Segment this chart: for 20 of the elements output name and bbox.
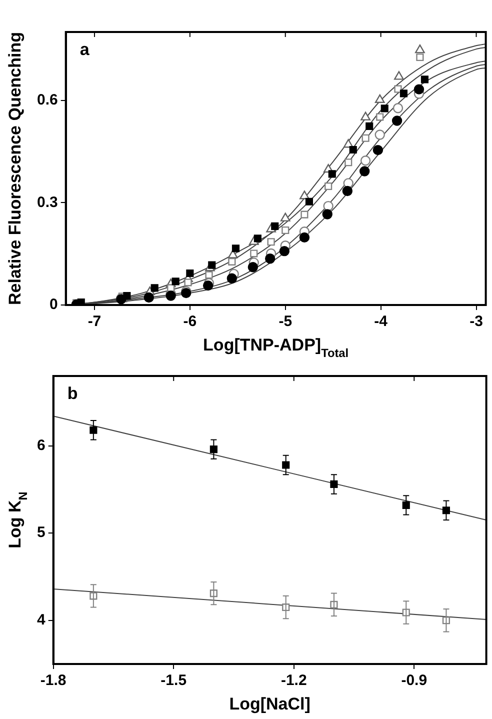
y-tick-label: 0.6 bbox=[36, 91, 58, 108]
y-tick-label: 0.3 bbox=[36, 194, 58, 211]
x-tick-label: -1.2 bbox=[280, 672, 307, 690]
x-tick-label: -0.9 bbox=[401, 672, 428, 690]
annotation: a bbox=[80, 40, 90, 60]
x-tick-label: -7 bbox=[88, 313, 102, 330]
x-tick-label: -5 bbox=[278, 313, 292, 330]
annotation: b bbox=[67, 384, 78, 404]
x-axis-title: Log[NaCl] bbox=[229, 694, 310, 714]
x-tick-label: -1.8 bbox=[40, 672, 66, 690]
y-axis-title: Relative Fluorescence Quenching bbox=[6, 32, 25, 306]
x-tick-label: -3 bbox=[470, 313, 483, 330]
y-tick-label: 5 bbox=[37, 524, 46, 542]
y-tick-label: 6 bbox=[37, 436, 46, 454]
y-tick-label: 4 bbox=[37, 612, 46, 629]
x-tick-label: -6 bbox=[183, 313, 197, 330]
y-axis-title: Log KN bbox=[6, 492, 30, 548]
x-tick-label: -1.5 bbox=[160, 672, 187, 690]
y-tick-label: 0 bbox=[50, 296, 58, 314]
x-tick-label: -4 bbox=[374, 313, 388, 330]
